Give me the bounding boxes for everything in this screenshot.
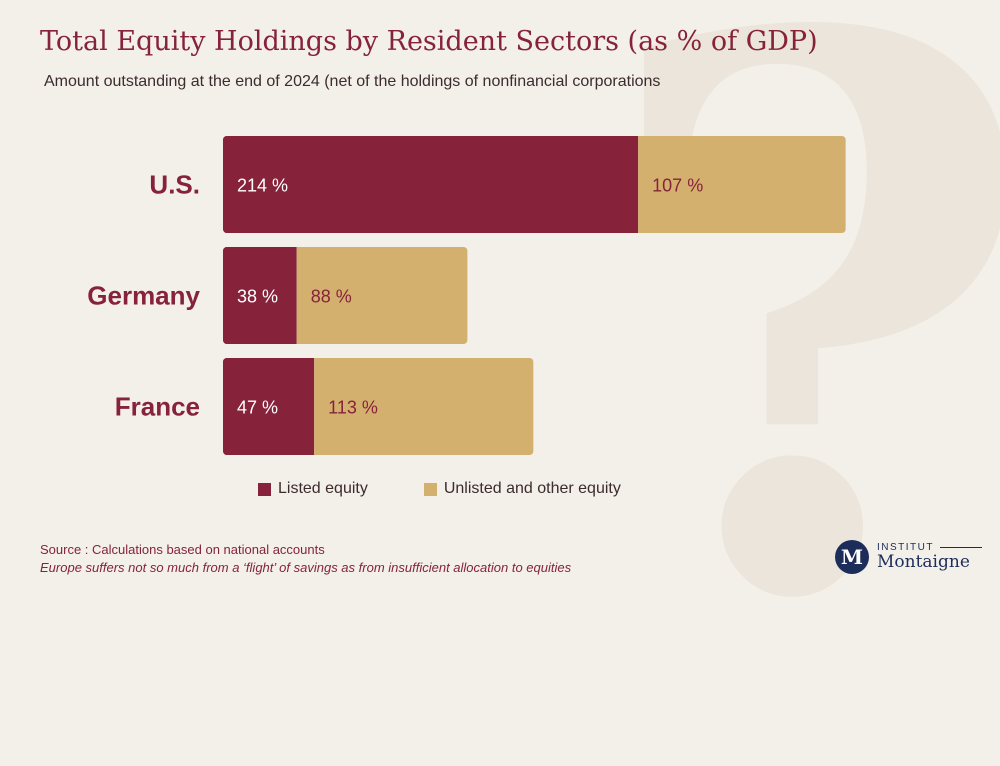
bar-group-u-s [223,136,846,233]
chart-title: Total Equity Holdings by Resident Sector… [40,26,818,57]
category-label-u-s: U.S. [149,170,200,200]
logo-emblem: M [835,540,869,574]
data-label-france-listed: 47 % [237,398,278,418]
logo-top-line: INSTITUT [877,542,982,553]
chart-subtitle: Amount outstanding at the end of 2024 (n… [44,73,661,90]
legend-label-listed: Listed equity [278,480,368,497]
bar-france-listed [223,358,315,455]
logo-text: INSTITUT Montaigne [877,542,982,572]
legend-item-listed: Listed equity [258,480,368,498]
legend: Listed equity Unlisted and other equity [258,480,621,498]
caption-note: Europe suffers not so much from a ‘fligh… [40,560,572,575]
data-label-u-s-listed: 214 % [237,176,288,196]
legend-swatch-listed [258,482,271,496]
legend-swatch-unlisted [423,482,437,496]
data-label-germany-listed: 38 % [237,287,278,307]
logo-rule [940,547,982,549]
category-label-germany: Germany [87,281,200,311]
bar-u-s-listed [223,136,639,233]
bar-germany-listed [223,247,297,344]
logo-top-text: INSTITUT [877,542,934,554]
institut-montaigne-logo: M INSTITUT Montaigne [835,540,982,574]
category-label-france: France [115,392,200,422]
bar-france-unlisted [314,358,534,455]
decorative-question-mark: ? [594,0,1000,766]
data-label-u-s-unlisted: 107 % [652,176,703,196]
bar-germany-unlisted [296,247,468,344]
bar-u-s-unlisted [638,136,846,233]
bar-group-germany [223,247,468,344]
bar-group-france [223,358,534,455]
stacked-bar-chart: U.S. 214 % 107 % Germany 38 % 88 % France 47 % 1… [87,136,846,455]
data-label-france-unlisted: 113 % [328,398,378,418]
data-label-germany-unlisted: 88 % [311,287,352,307]
logo-name: Montaigne [877,552,970,573]
source-note: Source : Calculations based on national … [40,542,325,557]
legend-label-unlisted: Unlisted and other equity [443,480,621,497]
legend-item-unlisted: Unlisted and other equity [423,480,621,498]
